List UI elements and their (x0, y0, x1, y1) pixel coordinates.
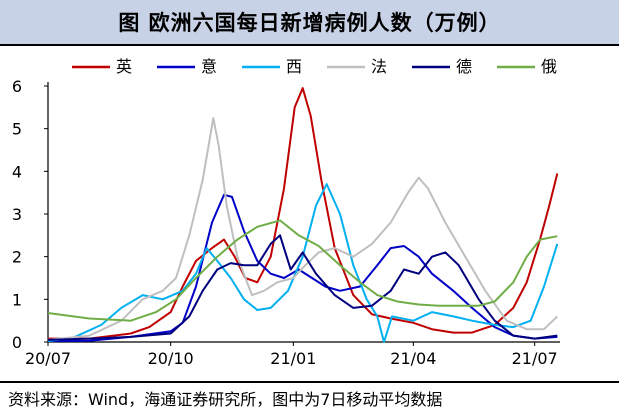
legend-label-5: 德 (456, 57, 472, 76)
series-line-4 (47, 117, 558, 341)
y-tick-label: 2 (12, 248, 22, 267)
y-tick-label: 5 (12, 120, 22, 139)
legend: 英意西法德俄 (72, 57, 557, 76)
y-tick-label: 1 (12, 290, 22, 309)
y-tick-label: 4 (12, 162, 22, 181)
axes: 0 1 2 3 4 5 6 20/07 20/10 21/01 21/04 21/07 (12, 77, 560, 368)
x-tick-label: 20/10 (148, 349, 194, 368)
legend-label-4: 法 (371, 57, 387, 76)
y-tick-label: 6 (12, 77, 22, 96)
y-tick-label: 0 (12, 333, 22, 352)
title-bar: 图 欧洲六国每日新增病例人数（万例） (0, 0, 619, 46)
series-line-3 (47, 183, 559, 343)
y-tick-label: 3 (12, 205, 22, 224)
x-tick-label: 21/07 (512, 349, 558, 368)
legend-label-2: 意 (201, 57, 217, 76)
legend-label-1: 英 (116, 57, 132, 76)
x-tick-label: 20/07 (25, 349, 71, 368)
series-line-1 (48, 87, 559, 340)
footer-rule (0, 381, 619, 383)
series-line-6 (47, 219, 558, 322)
series-line-5 (47, 234, 558, 341)
series-lines (47, 87, 559, 343)
source-note: 资料来源：Wind，海通证券研究所，图中为7日移动平均数据 (8, 390, 443, 409)
legend-label-3: 西 (286, 57, 302, 76)
x-tick-label: 21/01 (270, 349, 316, 368)
chart-title: 图 欧洲六国每日新增病例人数（万例） (118, 11, 501, 35)
x-tick-label: 21/04 (390, 349, 436, 368)
series-line-2 (47, 193, 558, 343)
legend-label-6: 俄 (541, 57, 557, 76)
